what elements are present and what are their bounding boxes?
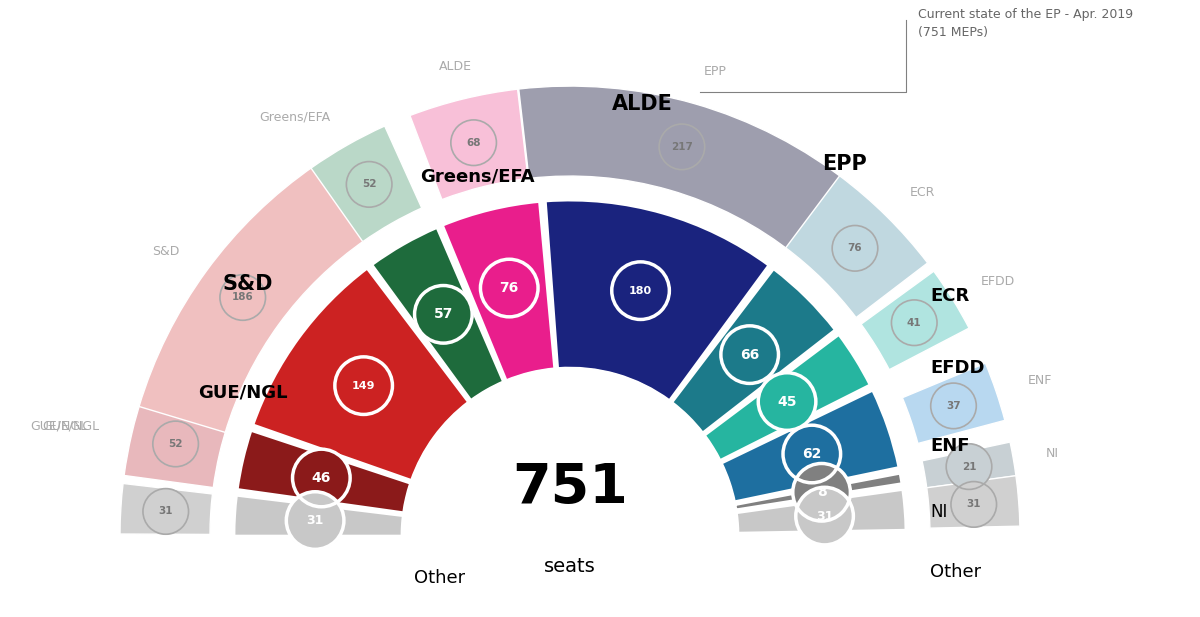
Text: 66: 66 (740, 347, 760, 362)
Wedge shape (443, 202, 554, 381)
Circle shape (220, 275, 265, 320)
Circle shape (480, 259, 538, 317)
Wedge shape (736, 473, 902, 510)
Wedge shape (862, 271, 970, 370)
Text: 180: 180 (629, 286, 652, 296)
Text: Greens/EFA: Greens/EFA (420, 167, 534, 185)
Text: 31: 31 (158, 507, 173, 516)
Circle shape (402, 368, 738, 617)
Circle shape (612, 262, 670, 320)
Text: 57: 57 (433, 307, 454, 321)
Text: 751: 751 (512, 461, 628, 515)
Text: 52: 52 (362, 180, 377, 189)
Wedge shape (410, 89, 528, 200)
Circle shape (931, 383, 977, 429)
Text: 31: 31 (306, 514, 324, 527)
Text: 46: 46 (312, 471, 331, 485)
Circle shape (721, 326, 779, 383)
Text: 217: 217 (671, 142, 692, 152)
Text: ALDE: ALDE (438, 60, 472, 73)
Text: 76: 76 (847, 243, 863, 254)
Wedge shape (786, 176, 928, 318)
Text: NI: NI (1046, 447, 1058, 460)
Text: 149: 149 (352, 381, 376, 391)
Wedge shape (926, 476, 1020, 528)
Text: 8: 8 (817, 486, 827, 499)
Wedge shape (672, 269, 835, 433)
Circle shape (152, 421, 198, 466)
Wedge shape (737, 489, 906, 533)
Circle shape (793, 463, 851, 521)
Text: Current state of the EP - Apr. 2019
(751 MEPs): Current state of the EP - Apr. 2019 (751… (918, 8, 1133, 39)
Text: GUE/NGL: GUE/NGL (30, 420, 88, 433)
Text: ENF: ENF (1027, 375, 1051, 387)
Text: 41: 41 (907, 318, 922, 328)
Text: S&D: S&D (222, 274, 272, 294)
Text: EPP: EPP (822, 154, 866, 174)
Wedge shape (139, 165, 366, 433)
Wedge shape (704, 334, 870, 460)
Text: GUE/NGL: GUE/NGL (198, 383, 288, 401)
Text: 76: 76 (499, 281, 518, 295)
Circle shape (414, 286, 472, 343)
Text: Other: Other (414, 569, 466, 587)
Circle shape (293, 449, 350, 507)
Circle shape (335, 357, 392, 415)
Circle shape (892, 300, 937, 346)
Wedge shape (120, 484, 212, 534)
Circle shape (758, 373, 816, 430)
Text: ECR: ECR (930, 287, 970, 305)
Wedge shape (372, 228, 504, 400)
Text: 31: 31 (966, 499, 982, 510)
Circle shape (659, 124, 704, 170)
Circle shape (950, 482, 996, 527)
Wedge shape (721, 390, 899, 502)
Text: 62: 62 (802, 447, 822, 461)
Wedge shape (311, 126, 421, 242)
Wedge shape (234, 495, 403, 536)
Text: S&D: S&D (152, 245, 180, 258)
Circle shape (784, 425, 841, 482)
Circle shape (287, 492, 344, 549)
Text: GUE/NGL: GUE/NGL (42, 420, 100, 433)
Text: NI: NI (930, 503, 947, 521)
Circle shape (451, 120, 497, 165)
Text: 52: 52 (168, 439, 182, 449)
Circle shape (347, 162, 392, 207)
Circle shape (946, 444, 991, 489)
Text: Other: Other (930, 563, 982, 581)
Text: 186: 186 (232, 292, 253, 302)
Wedge shape (545, 200, 769, 400)
Wedge shape (238, 431, 410, 513)
Wedge shape (124, 393, 229, 487)
Text: ENF: ENF (930, 437, 970, 455)
Text: EFDD: EFDD (980, 275, 1015, 288)
Text: 37: 37 (946, 401, 961, 411)
Text: 68: 68 (467, 138, 481, 147)
Circle shape (796, 487, 853, 545)
Circle shape (832, 225, 877, 271)
Bar (0, 536, 1170, 617)
Wedge shape (922, 442, 1016, 488)
Text: 45: 45 (778, 394, 797, 408)
Wedge shape (902, 363, 1004, 444)
Text: ECR: ECR (910, 186, 935, 199)
Text: EPP: EPP (703, 65, 726, 78)
Text: 31: 31 (816, 510, 833, 523)
Text: Greens/EFA: Greens/EFA (259, 110, 330, 123)
Wedge shape (518, 86, 851, 255)
Text: ALDE: ALDE (612, 94, 672, 114)
Text: EFDD: EFDD (930, 359, 984, 377)
Wedge shape (253, 268, 468, 481)
Circle shape (143, 489, 188, 534)
Text: seats: seats (544, 557, 596, 576)
Text: 21: 21 (961, 462, 977, 471)
